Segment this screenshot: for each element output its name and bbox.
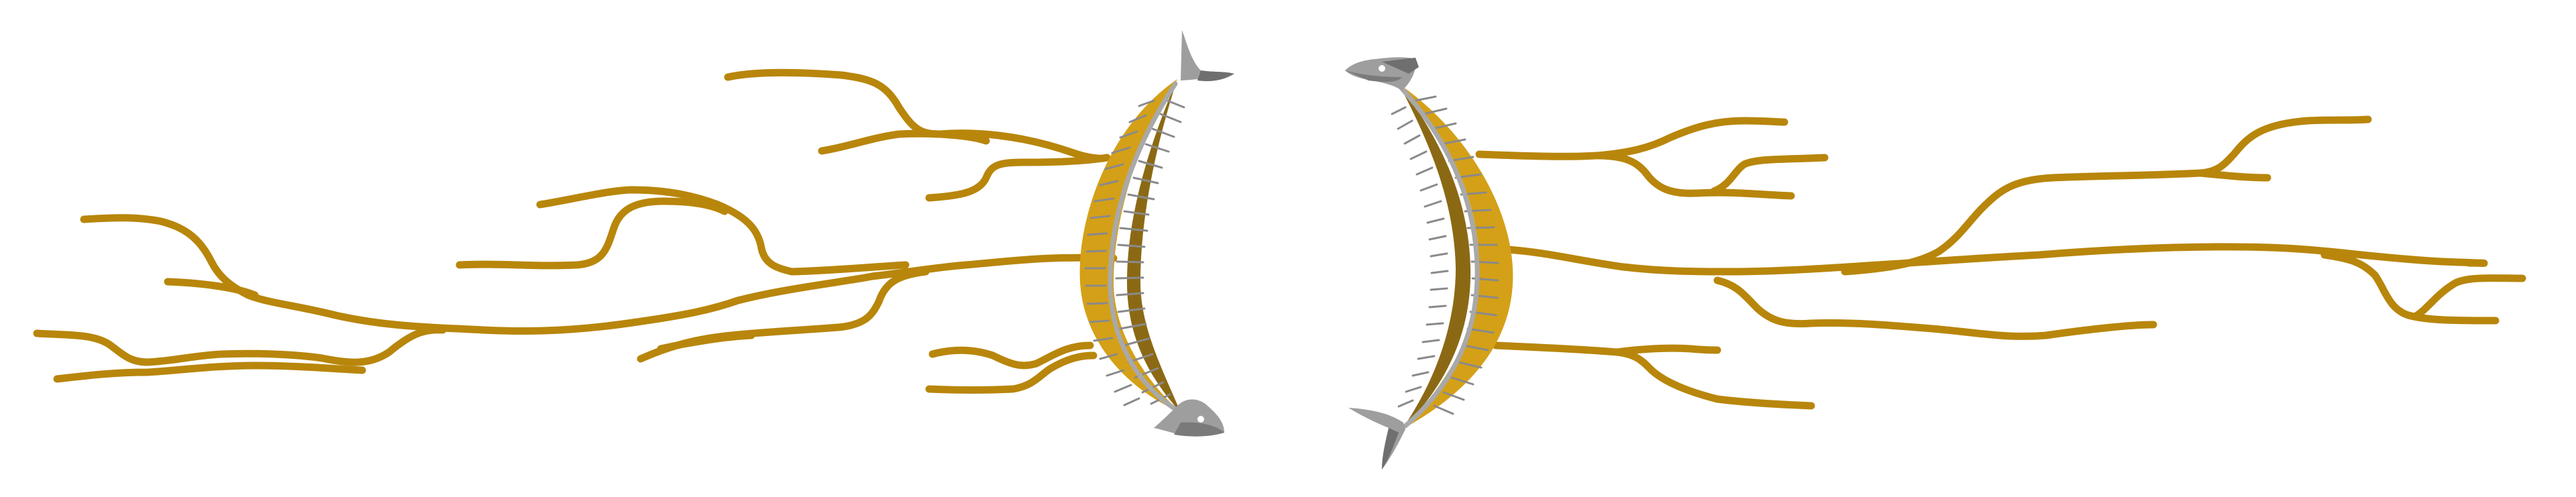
root-branch xyxy=(1475,117,1788,160)
fish-tail xyxy=(1181,30,1234,80)
root-branch xyxy=(1713,276,2157,340)
fish-tail-shadow xyxy=(1197,70,1234,81)
fish-jaw xyxy=(1382,58,1419,74)
fish-body xyxy=(1079,79,1181,412)
root-branch xyxy=(928,341,1094,370)
root-branch xyxy=(536,186,796,276)
fish-body-shadow xyxy=(1399,84,1471,429)
fish-head-shadow xyxy=(1174,422,1224,437)
root-main xyxy=(80,214,1118,335)
root-branch xyxy=(788,261,910,276)
root-branch xyxy=(1613,344,1721,356)
fish-eye xyxy=(1197,416,1204,423)
root-branch xyxy=(2196,169,2271,182)
root-branch xyxy=(2411,274,2526,321)
fish-ribs xyxy=(1084,99,1185,406)
fish-backbone xyxy=(1108,81,1180,413)
root-branch xyxy=(724,68,1111,162)
right-fish-skeleton xyxy=(1345,57,1513,470)
root-branch xyxy=(657,331,755,353)
root-branch xyxy=(818,129,990,155)
fish-body xyxy=(1399,84,1513,429)
left-fish-skeleton xyxy=(1079,30,1234,437)
root-branch xyxy=(1492,341,1815,410)
root-branch xyxy=(1710,154,1829,195)
fish-tail xyxy=(1348,408,1405,470)
root-branch xyxy=(164,278,259,299)
root-branch xyxy=(53,362,366,383)
root-branch xyxy=(1593,152,1795,200)
left-root-network xyxy=(33,68,1118,394)
root-branch xyxy=(925,154,1111,202)
root-branch xyxy=(455,197,729,270)
fish-ribs xyxy=(1391,95,1499,415)
root-branch xyxy=(33,326,447,366)
root-branch xyxy=(1841,115,2372,276)
right-root-network xyxy=(1475,115,2526,410)
root-branch xyxy=(2320,251,2500,325)
fish-body-shadow xyxy=(1127,79,1181,412)
fish-eye xyxy=(1379,65,1385,72)
root-main xyxy=(1502,243,2488,276)
root-branch xyxy=(925,351,1097,394)
fish-backbone xyxy=(1398,85,1480,429)
fish-head-shadow xyxy=(1345,70,1402,82)
fish-tail-shadow xyxy=(1382,428,1399,470)
